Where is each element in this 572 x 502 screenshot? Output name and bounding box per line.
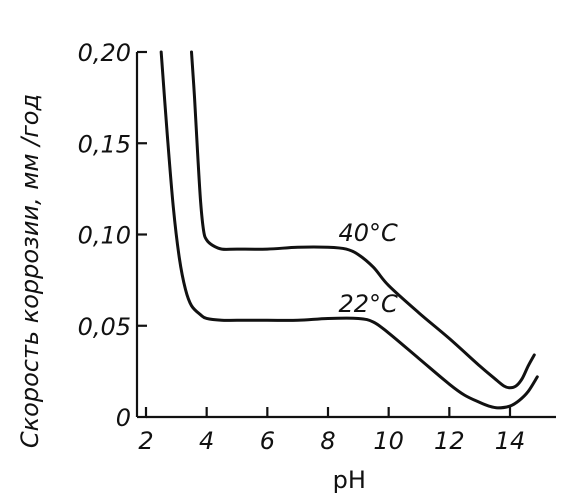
series-group xyxy=(159,50,539,410)
y-ticks: 0 0,05 0,10 0,15 0,20 xyxy=(78,39,147,432)
x-tick-label: 4 xyxy=(199,427,214,455)
x-tick-label: 6 xyxy=(260,427,275,455)
y-tick-label: 0,20 xyxy=(78,39,131,67)
y-tick-label: 0,10 xyxy=(78,222,131,250)
series-label-22c: 22°C xyxy=(338,290,398,318)
x-axis-title: pH xyxy=(333,466,366,494)
y-tick-label: 0,05 xyxy=(78,313,131,341)
series-label-40c: 40°C xyxy=(338,219,398,247)
x-ticks: 2 4 6 8 10 12 14 xyxy=(138,407,525,455)
y-tick-label: 0,15 xyxy=(78,130,131,158)
x-tick-label: 8 xyxy=(320,427,335,455)
x-tick-label: 10 xyxy=(373,427,404,455)
y-axis-title: Скорость коррозии, мм /год xyxy=(16,94,44,448)
annotations-group: 40°C 22°C xyxy=(338,219,398,318)
series-line-22c xyxy=(159,50,539,410)
series-line-40c xyxy=(190,50,536,390)
x-tick-label: 14 xyxy=(495,427,526,455)
y-tick-label: 0 xyxy=(116,404,131,432)
x-tick-label: 12 xyxy=(434,427,465,455)
x-tick-label: 2 xyxy=(138,427,153,455)
